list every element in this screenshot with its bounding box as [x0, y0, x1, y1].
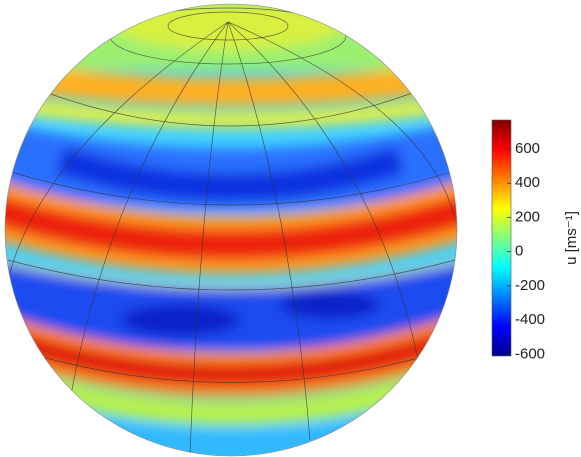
globe [5, 4, 457, 456]
colorbar-tick-label: 600 [515, 140, 540, 157]
colorbar-tick-label: 200 [515, 208, 540, 225]
colorbar-label: u [ms⁻¹] [563, 211, 580, 265]
colorbar-tick-label: -200 [515, 277, 545, 294]
colorbar-tick-label: -600 [515, 345, 545, 362]
colorbar-ramp [491, 119, 512, 357]
colorbar: -600 -400 -200 0 200 400 600 [491, 119, 545, 362]
globe-outline [4, 3, 458, 457]
colorbar-tick-label: -400 [515, 311, 545, 328]
colorbar-tick-label: 400 [515, 174, 540, 191]
colorbar-tick-label: 0 [515, 243, 523, 260]
